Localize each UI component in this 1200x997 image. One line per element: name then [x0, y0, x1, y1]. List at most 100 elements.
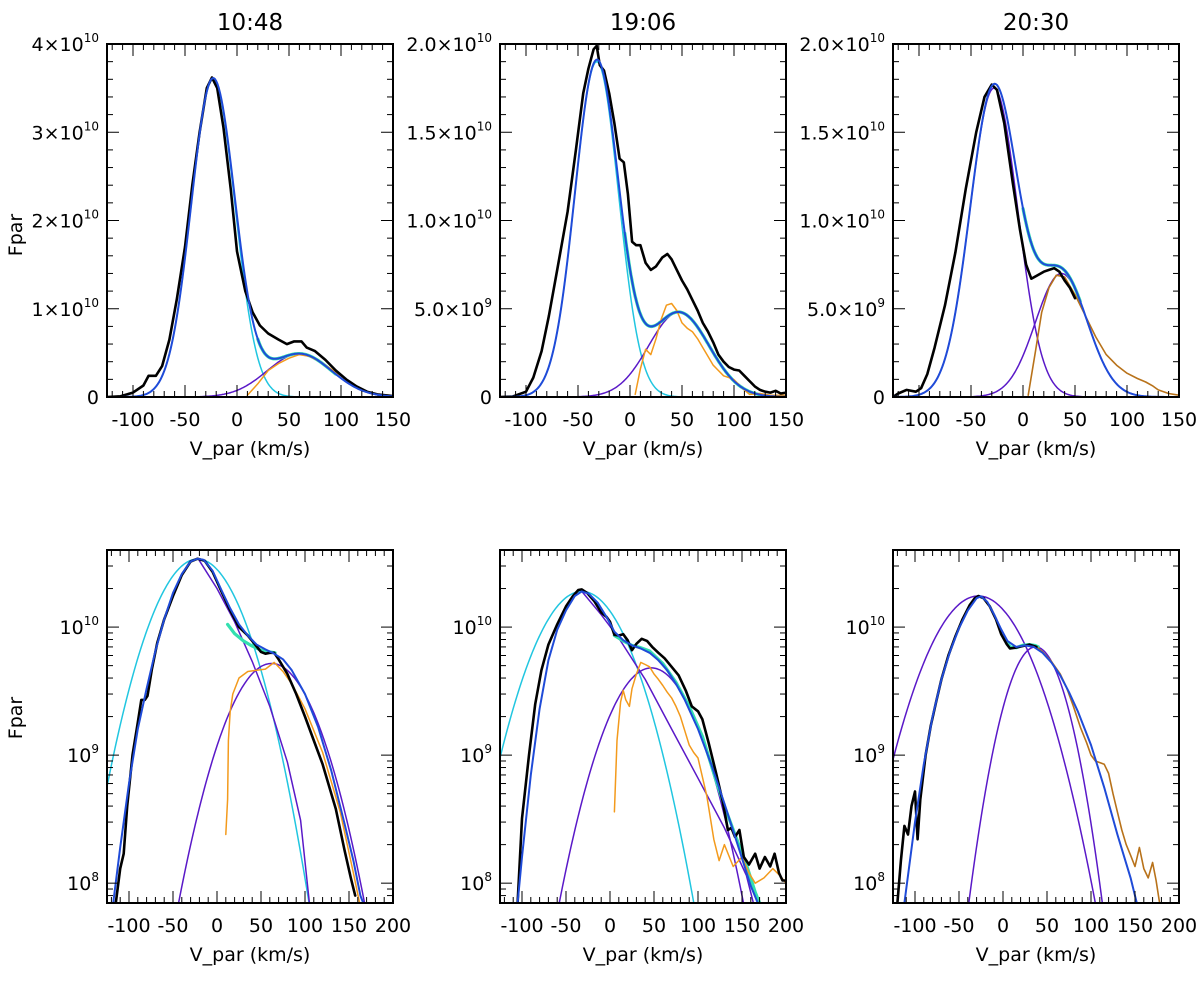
- x-tick-label: -50: [943, 915, 974, 937]
- x-tick-label: 100: [716, 409, 752, 431]
- x-tick-label: 50: [277, 409, 301, 431]
- x-axis-label: V_par (km/s): [976, 438, 1097, 460]
- x-tick-label: -50: [550, 915, 581, 937]
- y-axis-label: Fpar: [5, 214, 27, 257]
- x-tick-label: 0: [624, 409, 636, 431]
- y-tick-label: 1010: [846, 614, 885, 639]
- x-tick-label: 200: [1161, 915, 1197, 937]
- series-core-wing: [198, 559, 311, 903]
- curves: [500, 44, 786, 397]
- curves: [893, 594, 1161, 903]
- x-tick-label: 150: [1117, 915, 1153, 937]
- x-tick-label: -50: [157, 915, 188, 937]
- series-fit-sum: [1021, 206, 1082, 303]
- x-tick-label: 50: [670, 409, 694, 431]
- x-tick-label: -100: [504, 409, 547, 431]
- x-tick-label: -50: [955, 409, 986, 431]
- x-tick-label: -100: [897, 409, 940, 431]
- x-tick-label: 150: [331, 915, 367, 937]
- y-tick-label: 0: [87, 387, 99, 409]
- series-wing-fit: [177, 662, 366, 903]
- chart-panel-6: -100 -50 0 50 100 150 200 108 109 1010 V_par (km/s…: [846, 549, 1197, 966]
- y-tick-label: 1010: [453, 614, 492, 639]
- panel-title: 10:48: [217, 10, 283, 36]
- x-tick-label: -50: [562, 409, 593, 431]
- series-overall-fit: [107, 77, 393, 397]
- x-tick-label: -50: [169, 409, 200, 431]
- x-tick-label: 200: [768, 915, 804, 937]
- x-tick-label: 100: [1073, 915, 1109, 937]
- x-tick-label: 150: [375, 409, 411, 431]
- y-tick-label: 109: [460, 742, 492, 767]
- x-tick-label: 0: [211, 915, 223, 937]
- y-tick-label: 108: [460, 870, 492, 895]
- x-axis-label: V_par (km/s): [583, 438, 704, 460]
- chart-panel-4: -100 -50 0 50 100 150 200 108 109 1010 V_par (km/s…: [5, 549, 411, 966]
- series-core-fit: [893, 595, 1097, 903]
- series-core-fit: [500, 590, 695, 903]
- y-tick-label: 5.0×109: [414, 296, 492, 321]
- x-tick-label: -100: [107, 915, 150, 937]
- y-tick-label: 2×1010: [32, 208, 99, 233]
- series-overall-fit: [112, 557, 365, 903]
- x-tick-label: 0: [604, 915, 616, 937]
- y-tick-label: 2.0×1010: [799, 31, 885, 56]
- curves: [107, 557, 366, 903]
- series-overall-fit: [903, 595, 1138, 903]
- series-wing-fit: [500, 311, 786, 397]
- panel-title: 19:06: [610, 10, 676, 36]
- y-tick-label: 3×1010: [32, 119, 99, 144]
- x-tick-label: 50: [1035, 915, 1059, 937]
- axes-frame: [499, 549, 787, 904]
- axes-frame: [892, 549, 1180, 904]
- series-wing-data: [1027, 274, 1179, 396]
- y-tick-label: 109: [853, 742, 885, 767]
- series-observed: [107, 76, 393, 397]
- series-wing-fit: [968, 646, 1104, 903]
- series-overall-fit: [516, 590, 759, 903]
- y-tick-label: 4×1010: [32, 31, 99, 56]
- x-tick-label: 0: [231, 409, 243, 431]
- y-axis-label: Fpar: [5, 697, 27, 740]
- series-wing-data: [225, 661, 361, 903]
- series-observed: [516, 588, 786, 903]
- series-overall-fit: [500, 58, 786, 397]
- x-axis-label: V_par (km/s): [190, 944, 311, 966]
- x-tick-label: 50: [1063, 409, 1087, 431]
- x-tick-label: 100: [287, 915, 323, 937]
- x-tick-label: -100: [893, 915, 936, 937]
- chart-panel-1: -100 -50 0 50 100 150 0 1×1010 2×1010 3×1010 4×101…: [5, 10, 411, 460]
- series-observed: [893, 83, 1077, 397]
- x-tick-label: -100: [500, 915, 543, 937]
- chart-panel-3: -100 -50 0 50 100 150 0 5.0×109 1.0×1010 1.5×1010…: [799, 10, 1197, 460]
- x-axis-label: V_par (km/s): [583, 944, 704, 966]
- y-tick-label: 5.0×109: [807, 296, 885, 321]
- x-axis-label: V_par (km/s): [976, 944, 1097, 966]
- x-tick-label: 150: [724, 915, 760, 937]
- curves: [500, 588, 786, 903]
- x-tick-label: 0: [1017, 409, 1029, 431]
- chart-panel-5: -100 -50 0 50 100 150 200 108 109 1010 V_par (km/s…: [453, 549, 804, 966]
- y-tick-label: 108: [853, 870, 885, 895]
- panel-title: 20:30: [1003, 10, 1069, 36]
- x-tick-label: -100: [111, 409, 154, 431]
- y-tick-label: 1010: [60, 614, 99, 639]
- y-tick-label: 108: [67, 870, 99, 895]
- x-tick-label: 0: [997, 915, 1009, 937]
- series-core-wing: [581, 590, 755, 903]
- axes-frame: [106, 43, 394, 398]
- curves: [107, 76, 393, 397]
- series-wing-data: [1009, 644, 1161, 903]
- axes-frame: [106, 549, 394, 904]
- x-tick-label: 100: [323, 409, 359, 431]
- x-tick-label: 150: [1161, 409, 1197, 431]
- x-tick-label: 100: [1109, 409, 1145, 431]
- x-tick-label: 200: [375, 915, 411, 937]
- x-tick-label: 50: [249, 915, 273, 937]
- y-tick-label: 1.0×1010: [406, 208, 492, 233]
- series-core-fit: [107, 558, 310, 903]
- y-tick-label: 2.0×1010: [406, 31, 492, 56]
- y-tick-label: 1.5×1010: [406, 119, 492, 144]
- series-observed: [500, 44, 786, 397]
